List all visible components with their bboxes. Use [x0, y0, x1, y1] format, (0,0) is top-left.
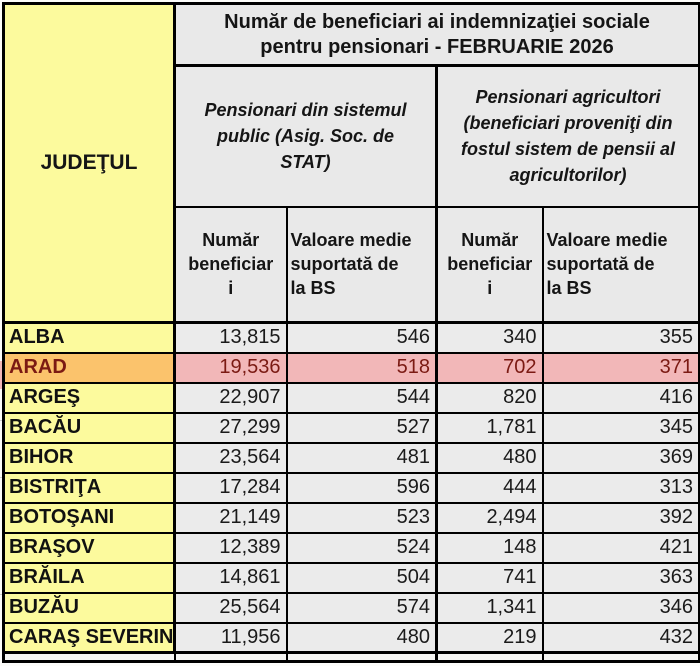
value-cell: 13,815 — [173, 321, 288, 354]
table-row-alba: ALBA 13,815 546 340 355 — [2, 321, 700, 354]
value-cell: 21,149 — [173, 501, 288, 534]
value-cell: 392 — [541, 501, 700, 534]
county-cell: ALBA — [2, 321, 176, 354]
county-cell: BISTRIŢA — [2, 471, 176, 504]
value-cell: 596 — [285, 471, 438, 504]
table-row-brasov: BRAŞOV 12,389 524 148 421 — [2, 531, 700, 564]
value-cell: 369 — [541, 441, 700, 474]
subheader-valoare-medie-agricultori: Valoare medie suportată de la BS — [541, 205, 700, 324]
value-cell: 820 — [435, 381, 544, 414]
cut-off-cell — [435, 651, 544, 663]
value-cell: 481 — [285, 441, 438, 474]
value-cell: 527 — [285, 411, 438, 444]
group-header-public-system: Pensionari din sistemul public (Asig. So… — [173, 64, 438, 208]
value-cell: 12,389 — [173, 531, 288, 564]
value-cell: 11,956 — [173, 621, 288, 654]
value-cell: 544 — [285, 381, 438, 414]
subheader-row: Număr beneficiar i Valoare medie suporta… — [4, 205, 700, 324]
cut-off-cell — [2, 651, 176, 663]
subheader-numar-beneficiari-public: Număr beneficiar i — [173, 205, 288, 324]
county-cell: BOTOŞANI — [2, 501, 176, 534]
value-cell: 23,564 — [173, 441, 288, 474]
county-cell: BRAŞOV — [2, 531, 176, 564]
value-cell: 17,284 — [173, 471, 288, 504]
value-cell: 574 — [285, 591, 438, 624]
value-cell: 546 — [285, 321, 438, 354]
title-row: JUDEŢUL Număr de beneficiari ai indemniz… — [2, 2, 700, 324]
county-cell: BUZĂU — [2, 591, 176, 624]
group-header-row: Pensionari din sistemul public (Asig. So… — [4, 64, 700, 208]
table-row-bistrita: BISTRIŢA 17,284 596 444 313 — [2, 471, 700, 504]
value-cell: 741 — [435, 561, 544, 594]
value-cell: 25,564 — [173, 591, 288, 624]
county-cell: BIHOR — [2, 441, 176, 474]
value-cell: 219 — [435, 621, 544, 654]
value-cell: 504 — [285, 561, 438, 594]
value-cell: 524 — [285, 531, 438, 564]
value-cell: 1,781 — [435, 411, 544, 444]
value-cell: 27,299 — [173, 411, 288, 444]
subheader-valoare-medie-public: Valoare medie suportată de la BS — [285, 205, 438, 324]
value-cell: 523 — [285, 501, 438, 534]
group-header-agricultori: Pensionari agricultori (beneficiari prov… — [434, 64, 700, 208]
county-cell: ARGEŞ — [2, 381, 176, 414]
county-column-header: JUDEŢUL — [2, 2, 176, 324]
cut-off-row — [2, 651, 700, 663]
table-title: Număr de beneficiari ai indemnizaţiei so… — [172, 2, 700, 67]
value-cell: 444 — [435, 471, 544, 504]
value-cell: 22,907 — [173, 381, 288, 414]
value-cell: 480 — [435, 441, 544, 474]
value-cell: 346 — [541, 591, 700, 624]
value-cell: 345 — [541, 411, 700, 444]
value-cell: 19,536 — [173, 351, 288, 384]
value-cell: 2,494 — [435, 501, 544, 534]
value-cell: 363 — [541, 561, 700, 594]
value-cell: 148 — [435, 531, 544, 564]
county-cell: BRĂILA — [2, 561, 176, 594]
value-cell: 416 — [541, 381, 700, 414]
cut-off-cell — [173, 651, 288, 663]
table-row-arges: ARGEŞ 22,907 544 820 416 — [2, 381, 700, 414]
value-cell: 313 — [541, 471, 700, 504]
table-row-bacau: BACĂU 27,299 527 1,781 345 — [2, 411, 700, 444]
value-cell: 340 — [435, 321, 544, 354]
table-row-arad: ARAD 19,536 518 702 371 — [2, 351, 700, 384]
value-cell: 14,861 — [173, 561, 288, 594]
county-cell: CARAŞ SEVERIN — [2, 621, 176, 654]
value-cell: 432 — [541, 621, 700, 654]
table-row-caras-severin: CARAŞ SEVERIN 11,956 480 219 432 — [2, 621, 700, 654]
value-cell: 702 — [435, 351, 544, 384]
cut-off-cell — [285, 651, 438, 663]
county-cell: BACĂU — [2, 411, 176, 444]
value-cell: 480 — [285, 621, 438, 654]
table-row-braila: BRĂILA 14,861 504 741 363 — [2, 561, 700, 594]
county-cell: ARAD — [2, 351, 176, 384]
subheader-numar-beneficiari-agricultori: Număr beneficiar i — [435, 205, 544, 324]
value-cell: 371 — [541, 351, 700, 384]
value-cell: 421 — [541, 531, 700, 564]
value-cell: 518 — [285, 351, 438, 384]
cut-off-cell — [541, 651, 700, 663]
value-cell: 1,341 — [435, 591, 544, 624]
table-row-bihor: BIHOR 23,564 481 480 369 — [2, 441, 700, 474]
table-row-botosani: BOTOŞANI 21,149 523 2,494 392 — [2, 501, 700, 534]
value-cell: 355 — [541, 321, 700, 354]
table-row-buzau: BUZĂU 25,564 574 1,341 346 — [2, 591, 700, 624]
